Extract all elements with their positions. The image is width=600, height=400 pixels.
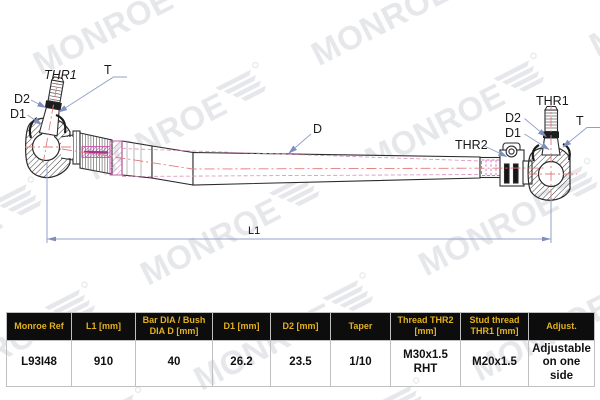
clamp-bolt-right [512,163,519,184]
leader-lines [27,76,600,157]
header-d1: D1 [mm] [212,312,271,341]
value-adjust: Adjustable on one side [528,339,595,387]
header-d2: D2 [mm] [270,312,331,341]
d-label: D [313,122,322,136]
t-right-label: T [576,114,584,128]
centerlines [25,99,577,206]
d1-left-label: D1 [10,107,26,121]
l1-dimension [46,163,552,243]
header-l1: L1 [mm] [71,312,136,341]
left-stud [38,71,65,163]
value-monroe-ref: L93I48 [6,339,72,387]
spec-table: Monroe Ref L1 [mm] Bar DIA / Bush DIA D … [6,312,595,387]
drag-link-technical-drawing: L1 THR1 T D2 D1 D THR2 THR1 D2 D1 T [10,63,600,243]
value-d2: 23.5 [270,339,331,387]
header-thread-thr2: Thread THR2 [mm] [390,312,461,341]
spec-header-row: Monroe Ref L1 [mm] Bar DIA / Bush DIA D … [6,312,595,341]
value-bar-dia: 40 [135,339,213,387]
right-clamp [499,142,533,187]
thr2-label: THR2 [455,138,488,152]
thr1-right-label: THR1 [536,94,569,108]
value-d1: 26.2 [212,339,271,387]
right-boot-clip-left [531,144,540,162]
d2-left-label: D2 [14,92,30,106]
value-taper: 1/10 [330,339,391,387]
thr1-left-label: THR1 [44,68,77,82]
spec-table-section: Monroe Ref L1 [mm] Bar DIA / Bush DIA D … [6,312,595,387]
left-ball-joint [25,71,74,179]
header-stud-thread-thr1: Stud thread THR1 [mm] [460,312,529,341]
right-stud-nut [543,131,559,138]
d2-right-label: D2 [505,111,521,125]
value-thread-thr2: M30x1.5 RHT [390,339,461,387]
value-l1: 910 [71,339,136,387]
cone-section [121,140,153,179]
header-monroe-ref: Monroe Ref [6,312,72,341]
d1-right-label: D1 [505,126,521,140]
spec-value-row: L93I48 910 40 26.2 23.5 1/10 M30x1.5 RHT… [6,339,595,387]
header-adjust: Adjust. [528,312,595,341]
left-boot-clip-right [55,113,67,134]
left-stud-centerline [42,71,60,163]
value-stud-thread-thr1: M20x1.5 [460,339,529,387]
t-left-label: T [104,63,112,77]
l1-dimension-label: L1 [248,225,260,237]
right-ball-joint [527,106,571,201]
header-bar-dia: Bar DIA / Bush DIA D [mm] [135,312,213,341]
magenta-details [81,140,501,177]
rod-body [72,130,503,186]
clamp-bolt-center [508,148,515,155]
header-taper: Taper [330,312,391,341]
clamp-bolt-left [503,163,510,184]
